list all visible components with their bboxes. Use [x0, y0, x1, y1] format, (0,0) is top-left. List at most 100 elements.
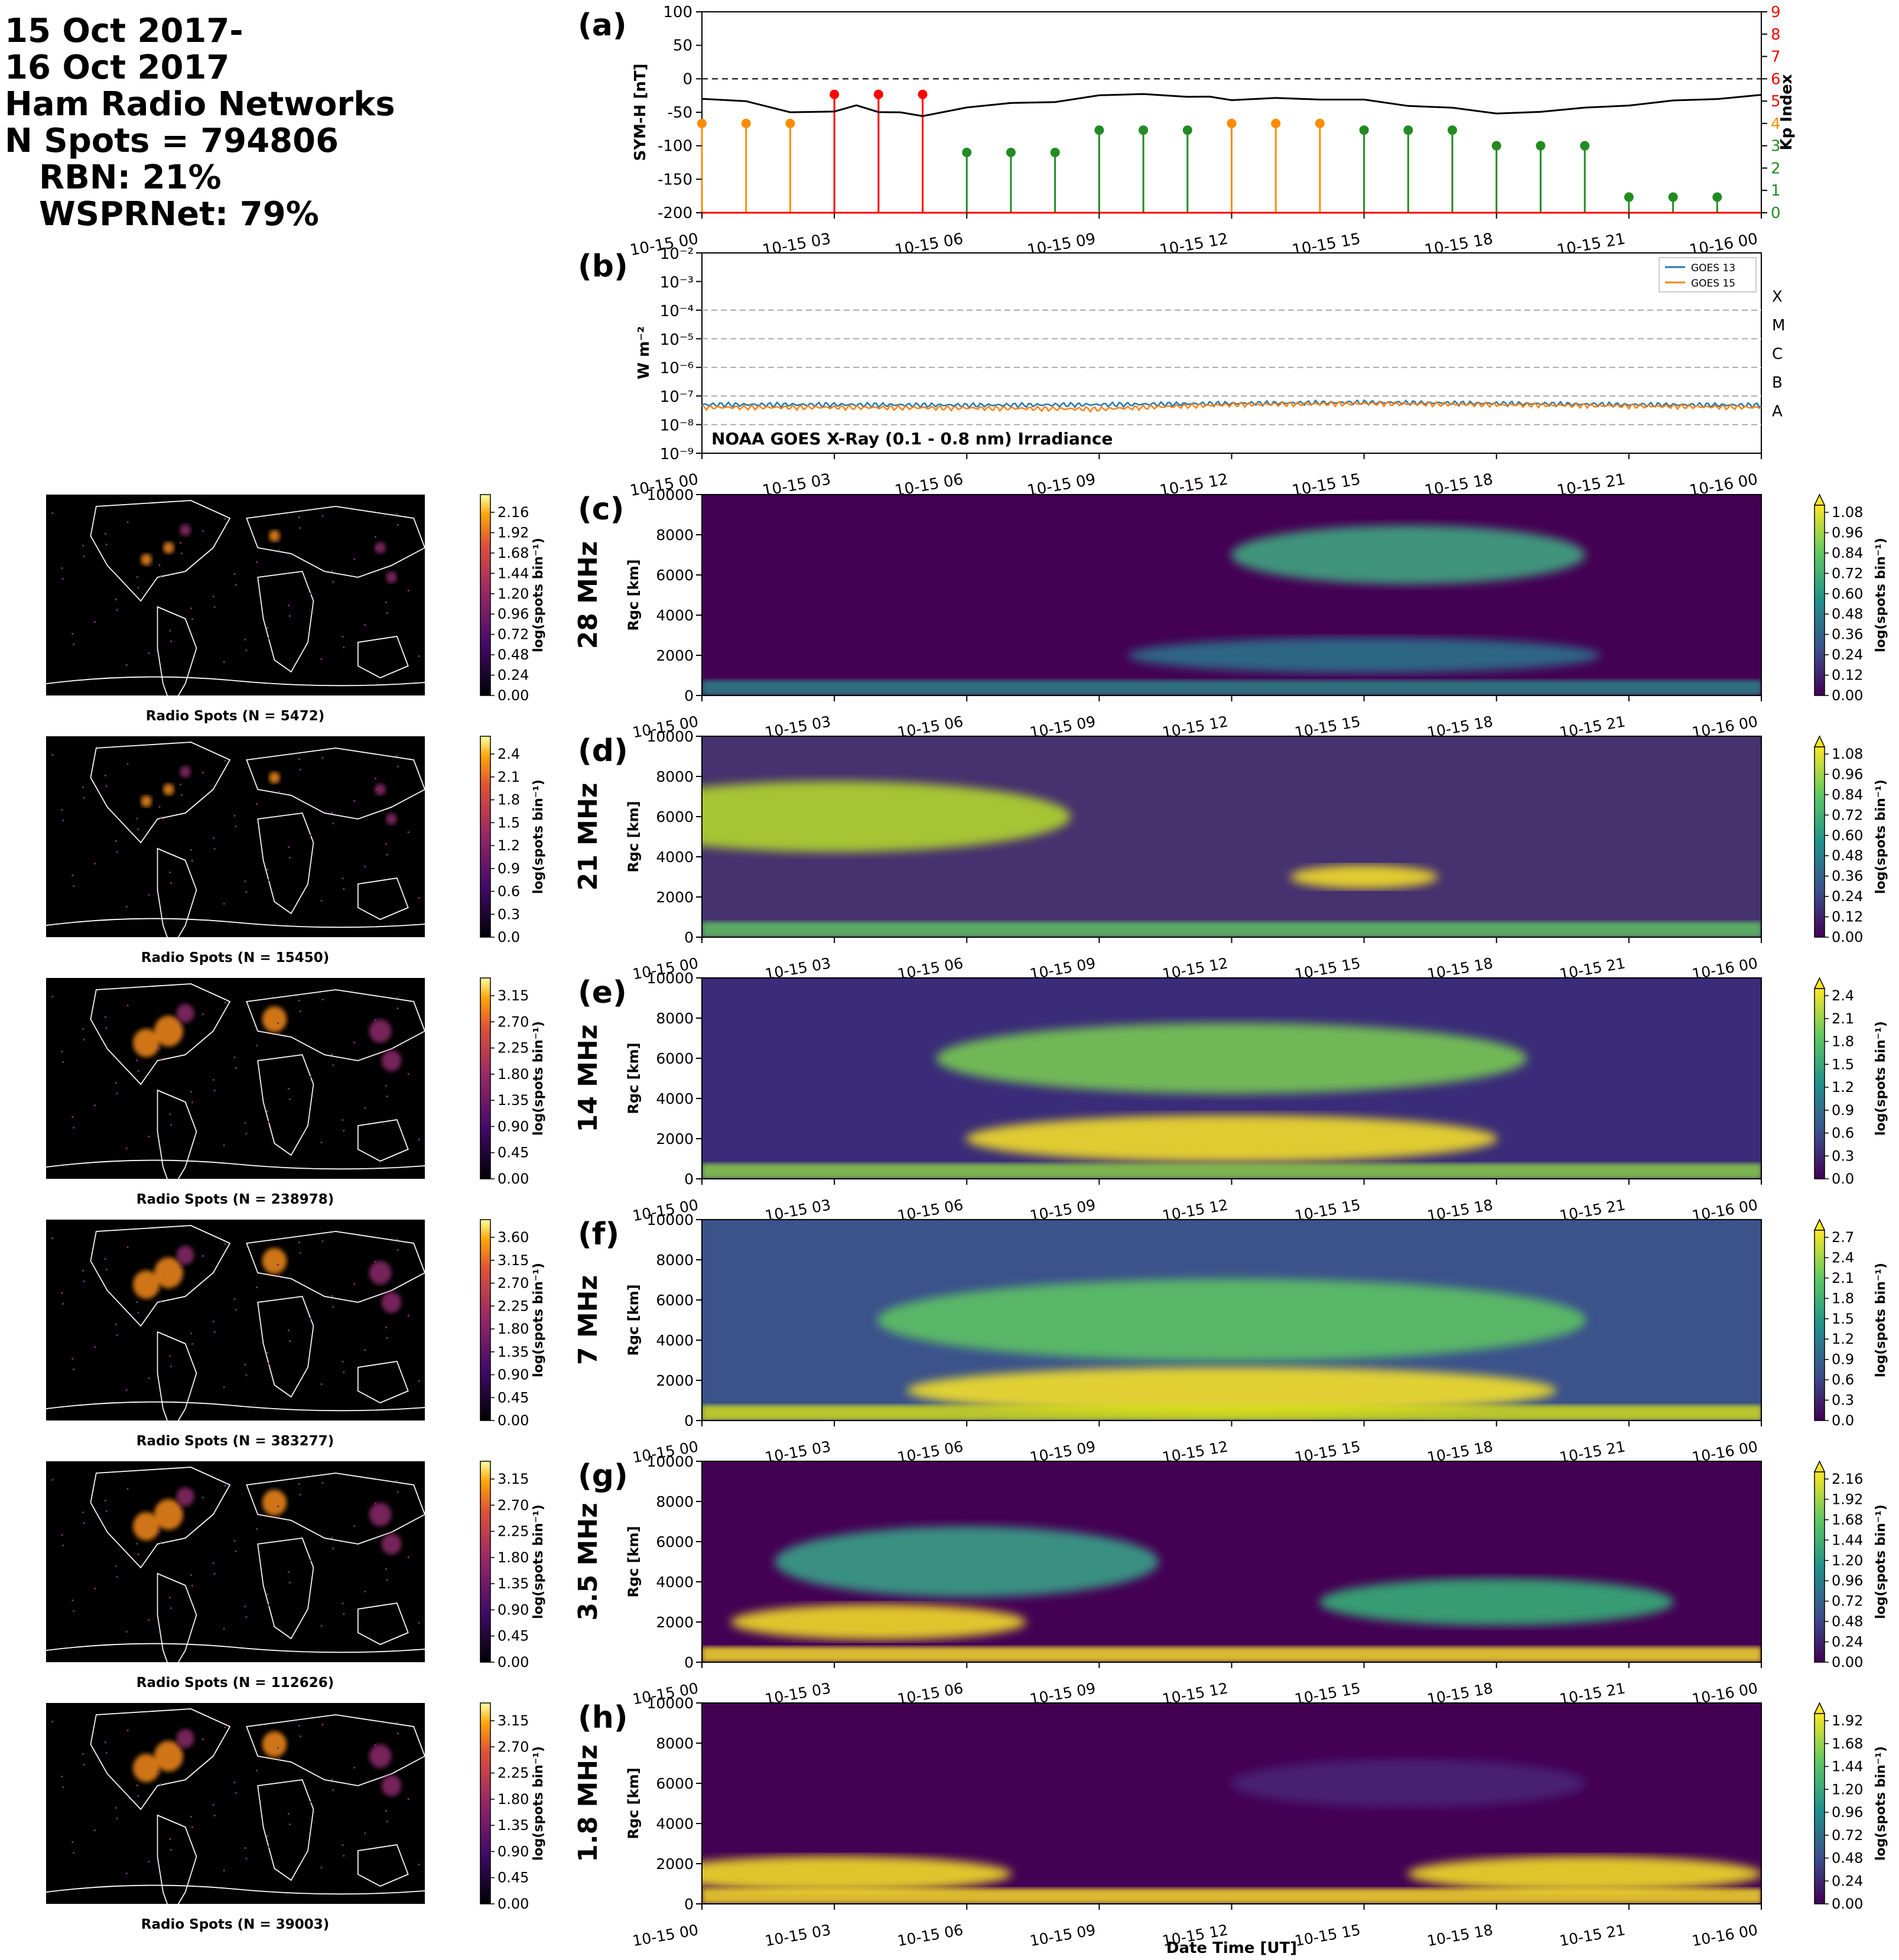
cbar-tick-label: 1.35: [497, 1092, 529, 1109]
spot-pixel: [61, 567, 63, 569]
coastline: [246, 1473, 426, 1545]
coastline-antarctica: [45, 1884, 425, 1895]
goes-series-line: [701, 400, 1762, 413]
spot-pixel: [266, 869, 269, 870]
rti-heatmap: [702, 1461, 1761, 1662]
spot-pixel: [94, 621, 96, 623]
spot-pixel: [51, 996, 54, 997]
coastline: [257, 1538, 314, 1640]
cbar-tick-label: 0.36: [1832, 626, 1863, 643]
spot-pixel: [201, 530, 204, 532]
band-label: 3.5 MHz: [573, 1503, 603, 1620]
spot-density: [176, 1004, 194, 1023]
flare-class-label: M: [1772, 317, 1785, 334]
cbar-tick-label: 0.90: [497, 1118, 529, 1135]
spot-pixel: [51, 1721, 54, 1722]
cbar-tick-label: 1.2: [497, 837, 520, 854]
coastline: [257, 1296, 314, 1398]
rti-near-range: [702, 922, 1761, 937]
band-panel-4: Radio Spots (N = 112626) 3.15 2.70 2.25 1.80…: [45, 1453, 1888, 1708]
flare-class-label: X: [1772, 288, 1783, 306]
spot-pixel: [224, 518, 226, 520]
spot-pixel: [233, 573, 236, 575]
spot-pixel: [385, 1810, 387, 1812]
cbar-tick-label: 0.72: [1832, 565, 1863, 581]
spot-density: [133, 1270, 160, 1299]
radio-spot-map: [45, 1220, 426, 1434]
coastline: [90, 500, 231, 602]
spot-pixel: [298, 516, 300, 518]
cbar-tick-label: 0.60: [1832, 586, 1863, 602]
spot-pixel: [223, 1145, 225, 1146]
kp-point: [962, 148, 972, 157]
y2-tick-label: 2: [1771, 160, 1781, 177]
cbar-tick-label: 0.96: [497, 606, 529, 622]
spot-pixel: [191, 1585, 193, 1587]
spot-pixel: [235, 1551, 237, 1552]
cbar-tick-label: 0.72: [1832, 1593, 1863, 1610]
kp-point: [1624, 192, 1634, 202]
map-background: [46, 1220, 425, 1421]
spot-density: [180, 524, 191, 536]
coastline-antarctica: [45, 1159, 425, 1170]
spot-pixel: [71, 1841, 74, 1843]
spot-pixel: [137, 587, 139, 589]
spot-pixel: [148, 1377, 150, 1379]
flare-class-label: C: [1772, 346, 1783, 363]
y-tick-label: 4000: [656, 1815, 694, 1832]
header-line-2: 16 Oct 2017: [5, 48, 230, 87]
x-axis-label: Date Time [UT]: [1166, 1939, 1297, 1957]
spot-pixel: [115, 599, 117, 600]
y-tick-label: 2000: [656, 1130, 694, 1148]
y-tick-label: 0: [684, 929, 694, 946]
spot-pixel: [342, 1844, 344, 1846]
cbar-tick-label: 1.44: [1832, 1759, 1863, 1775]
spot-density: [162, 542, 174, 554]
spot-pixel: [160, 1783, 162, 1785]
rti-density: [906, 1367, 1557, 1414]
coastline: [257, 571, 314, 673]
spot-pixel: [115, 1324, 117, 1325]
map-cbar-label: log(spots bin⁻¹): [531, 1263, 546, 1377]
kp-point: [1094, 125, 1104, 135]
x-tick-label: 10-15 00: [631, 1921, 700, 1949]
cbar-extend-arrow: [1813, 493, 1826, 506]
rti-colorbar: [1814, 1230, 1825, 1421]
spot-pixel: [331, 1779, 333, 1780]
spot-pixel: [375, 778, 376, 779]
rti-density: [965, 1115, 1498, 1162]
spot-pixel: [213, 1815, 216, 1816]
spot-pixel: [310, 1076, 312, 1078]
spot-pixel: [126, 763, 129, 765]
y-tick-label: 2000: [656, 889, 694, 906]
spot-pixel: [83, 797, 85, 799]
spot-pixel: [364, 1832, 366, 1834]
spot-pixel: [136, 1301, 138, 1303]
spot-pixel: [376, 1755, 378, 1757]
spot-pixel: [212, 1321, 214, 1322]
spot-pixel: [212, 1804, 214, 1806]
kp-point: [741, 118, 751, 128]
legend-entry: GOES 15: [1691, 278, 1735, 290]
y-tick-label: 2000: [656, 647, 694, 664]
cbar-tick-label: 0.3: [1832, 1148, 1854, 1164]
header-line-4: N Spots = 794806: [5, 122, 339, 160]
cbar-tick-label: 0.00: [1832, 687, 1863, 704]
spot-pixel: [386, 612, 388, 614]
spot-pixel: [375, 1019, 376, 1021]
y-tick-label: 10000: [646, 486, 694, 503]
spot-pixel: [73, 1610, 75, 1612]
spot-pixel: [235, 1792, 237, 1794]
spot-pixel: [288, 1098, 291, 1100]
spot-pixel: [158, 1289, 161, 1291]
spot-pixel: [71, 1600, 74, 1601]
panel-b-label: (b): [578, 249, 628, 284]
rti-density: [1231, 525, 1586, 584]
y-tick-label: 50: [673, 37, 692, 55]
flare-class-label: A: [1772, 402, 1783, 420]
y2-tick-label: 0: [1771, 204, 1781, 222]
spot-pixel: [288, 846, 290, 848]
cbar-tick-label: 2.25: [497, 1523, 529, 1540]
spot-pixel: [245, 1616, 248, 1618]
spot-pixel: [105, 1510, 108, 1512]
